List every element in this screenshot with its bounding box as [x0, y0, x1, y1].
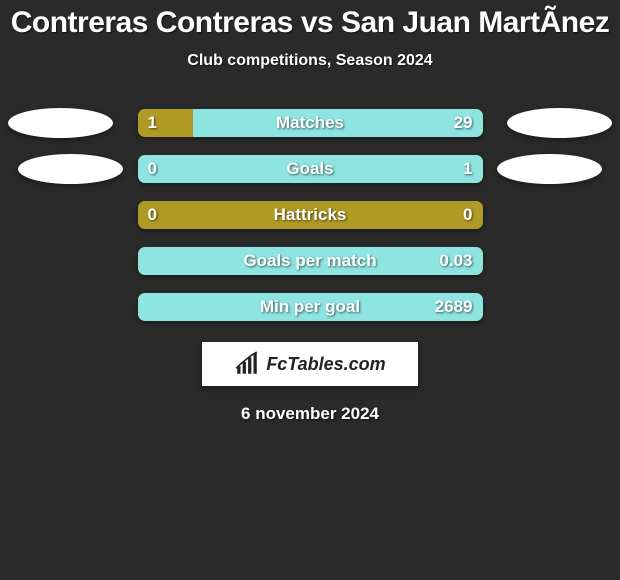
stat-bar-left [138, 201, 483, 229]
stat-row: 00Hattricks [0, 192, 620, 238]
stat-value-right: 2689 [435, 297, 473, 317]
date-text: 6 november 2024 [0, 404, 620, 424]
brand-text: FcTables.com [266, 354, 385, 375]
stat-value-left: 0 [148, 205, 157, 225]
page-subtitle: Club competitions, Season 2024 [0, 52, 620, 70]
stat-bar-track: 2689Min per goal [138, 293, 483, 321]
stat-bar-track: 0.03Goals per match [138, 247, 483, 275]
stat-bar-left [138, 109, 193, 137]
stats-comparison: 129Matches01Goals00Hattricks0.03Goals pe… [0, 100, 620, 330]
page-title: Contreras Contreras vs San Juan MartÃ­ne… [0, 6, 620, 40]
player-avatar-right [507, 108, 612, 138]
stat-bar-right [193, 109, 483, 137]
stat-bar-track: 129Matches [138, 109, 483, 137]
stat-value-right: 0.03 [439, 251, 472, 271]
stat-value-right: 1 [463, 159, 472, 179]
stat-row: 2689Min per goal [0, 284, 620, 330]
stat-bar-track: 01Goals [138, 155, 483, 183]
stat-bar-right [138, 293, 483, 321]
stat-bar-right [138, 247, 483, 275]
chart-icon [234, 351, 260, 377]
stat-value-left: 0 [148, 159, 157, 179]
stat-row: 0.03Goals per match [0, 238, 620, 284]
stat-bar-track: 00Hattricks [138, 201, 483, 229]
stat-value-right: 29 [454, 113, 473, 133]
stat-value-right: 0 [463, 205, 472, 225]
player-avatar-left [8, 108, 113, 138]
player-avatar-right [497, 154, 602, 184]
stat-value-left: 1 [148, 113, 157, 133]
stat-bar-right [138, 155, 483, 183]
player-avatar-left [18, 154, 123, 184]
brand-box: FcTables.com [202, 342, 418, 386]
